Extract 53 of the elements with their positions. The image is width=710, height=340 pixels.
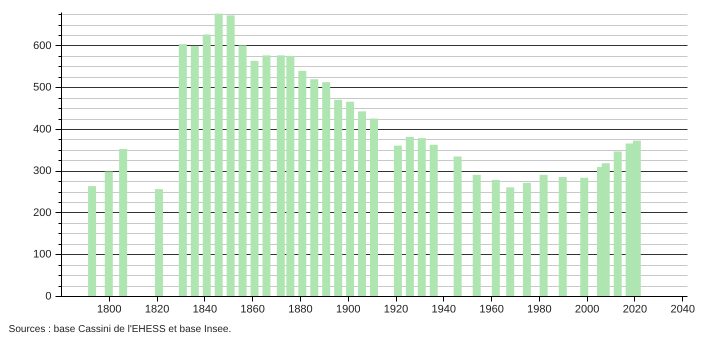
bar (262, 55, 270, 296)
bar (394, 146, 402, 296)
bar (119, 148, 128, 296)
x-tick-label: 1920 (384, 304, 408, 316)
y-tick-label: 300 (33, 165, 52, 178)
bar (346, 102, 354, 296)
x-tick-label: 1980 (527, 304, 552, 316)
y-tick-label: 0 (45, 290, 52, 302)
bar (154, 189, 163, 296)
bar (214, 14, 223, 296)
bar (540, 174, 548, 296)
bar (322, 82, 330, 296)
y-tick-label: 500 (33, 82, 52, 94)
y-tick-label: 400 (33, 123, 52, 136)
bar (202, 34, 211, 296)
y-tick-label: 600 (33, 40, 52, 52)
x-tick-label: 1900 (336, 304, 360, 316)
bar (178, 44, 187, 296)
bar (190, 46, 199, 296)
bar (430, 144, 438, 296)
bar (226, 15, 235, 296)
bar (250, 60, 259, 296)
bar (298, 70, 306, 296)
x-tick-label: 1860 (240, 304, 265, 316)
x-tick-label: 1800 (97, 304, 122, 316)
bar (472, 174, 481, 296)
x-tick-label: 1820 (144, 304, 170, 316)
x-tick-label: 1840 (192, 304, 218, 316)
x-tick-label: 2040 (670, 304, 695, 316)
x-tick-label: 2020 (622, 304, 648, 316)
x-tick-label: 2000 (574, 304, 600, 316)
bar (406, 136, 414, 296)
bar (334, 100, 342, 296)
x-tick-label: 1880 (288, 304, 313, 316)
bar (370, 118, 378, 296)
x-tick-label: 1960 (479, 304, 504, 316)
bar (310, 79, 318, 296)
bar (614, 151, 622, 296)
bar (454, 156, 462, 296)
bar (506, 187, 514, 296)
x-tick-label: 1940 (432, 304, 456, 316)
bar (238, 45, 247, 296)
bar (418, 138, 426, 296)
bar (104, 172, 113, 296)
bar (522, 182, 531, 296)
bar (358, 111, 366, 296)
bar (580, 178, 588, 296)
bar (492, 180, 500, 296)
y-tick-label: 100 (33, 248, 52, 261)
bar (88, 186, 96, 296)
y-tick-label: 200 (33, 206, 52, 219)
source-note: Sources : base Cassini de l'EHESS et base Insee. (8, 324, 232, 335)
bar (558, 176, 567, 296)
